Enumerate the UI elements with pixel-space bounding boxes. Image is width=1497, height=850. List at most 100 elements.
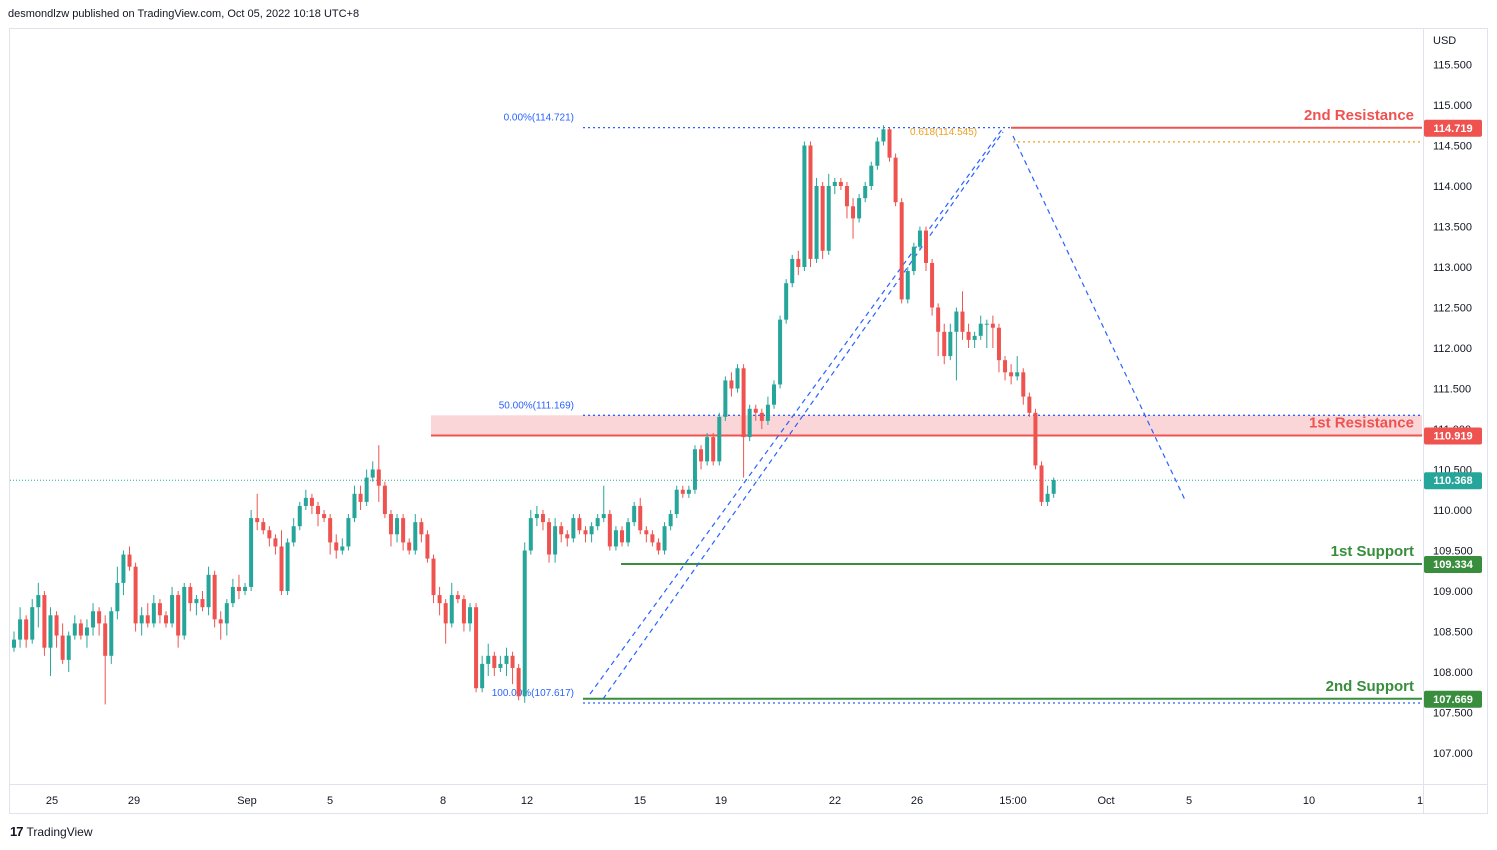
x-tick-label: 10 bbox=[1303, 795, 1315, 807]
candle-body bbox=[674, 489, 679, 515]
candle-body bbox=[832, 181, 837, 186]
candle-body bbox=[662, 526, 667, 551]
candle-body bbox=[905, 271, 910, 300]
candle-body bbox=[212, 574, 217, 620]
candle-body bbox=[182, 586, 187, 636]
candle-body bbox=[66, 635, 71, 660]
candle-body bbox=[565, 534, 570, 539]
candle-body bbox=[1033, 412, 1038, 466]
y-tick-label: 111.500 bbox=[1433, 384, 1471, 396]
candle-body bbox=[686, 489, 691, 494]
candle-body bbox=[498, 663, 503, 668]
candle-body bbox=[790, 258, 795, 284]
candle-body bbox=[42, 595, 47, 648]
candle-body bbox=[334, 542, 339, 551]
price-tag bbox=[1424, 427, 1482, 445]
candle-body bbox=[802, 145, 807, 267]
price-tag bbox=[1424, 555, 1482, 573]
candle-body bbox=[291, 526, 296, 543]
price-tag bbox=[1424, 472, 1482, 490]
candle-body bbox=[322, 514, 327, 519]
candle-body bbox=[273, 538, 278, 547]
candle-body bbox=[699, 449, 704, 462]
x-tick-label: 29 bbox=[128, 795, 140, 807]
trend-line bbox=[1012, 135, 1186, 501]
candle-body bbox=[595, 518, 600, 527]
candle-body bbox=[1021, 372, 1026, 397]
candle-body bbox=[553, 526, 558, 555]
candle-body bbox=[407, 542, 412, 551]
y-tick-label: 108.000 bbox=[1433, 667, 1473, 679]
candle-body bbox=[188, 586, 193, 604]
candle-body bbox=[72, 623, 77, 636]
candle-body bbox=[540, 514, 545, 523]
candle-body bbox=[12, 639, 16, 648]
candle-body bbox=[978, 323, 983, 336]
candle-body bbox=[753, 408, 758, 413]
candle-body bbox=[474, 607, 479, 689]
candle-body bbox=[285, 542, 290, 591]
candle-body bbox=[954, 311, 959, 332]
candle-body bbox=[875, 141, 880, 166]
candle-body bbox=[528, 518, 533, 551]
candle-body bbox=[583, 530, 588, 535]
candle-body bbox=[917, 230, 922, 247]
resistance-label: 1st Resistance bbox=[1309, 415, 1414, 432]
candle-body bbox=[589, 526, 594, 535]
candle-body bbox=[388, 514, 393, 535]
candle-body bbox=[194, 599, 199, 604]
candle-body bbox=[1045, 493, 1050, 502]
candle-body bbox=[510, 655, 515, 668]
candle-body bbox=[328, 518, 333, 543]
candle-body bbox=[893, 157, 898, 203]
tradingview-logo-icon: 17 bbox=[10, 824, 24, 839]
candle-body bbox=[741, 368, 746, 438]
candle-body bbox=[346, 518, 351, 547]
candle-body bbox=[48, 615, 53, 648]
candle-body bbox=[419, 522, 424, 535]
candle-body bbox=[267, 530, 272, 539]
candle-body bbox=[924, 230, 928, 263]
tradingview-footer[interactable]: 17 TradingView bbox=[10, 824, 93, 839]
candle-body bbox=[303, 497, 308, 506]
candle-body bbox=[705, 437, 710, 462]
candle-body bbox=[316, 505, 320, 515]
candle-body bbox=[164, 615, 168, 624]
candle-body bbox=[443, 603, 448, 624]
price-tag-label: 110.368 bbox=[1433, 475, 1472, 487]
candle-body bbox=[650, 534, 655, 543]
candle-body bbox=[759, 412, 764, 421]
candle-body bbox=[784, 283, 789, 320]
x-tick-label: 15 bbox=[634, 795, 646, 807]
y-tick-label: 107.000 bbox=[1433, 748, 1473, 760]
candle-body bbox=[887, 129, 892, 158]
price-tag-label: 107.669 bbox=[1433, 694, 1473, 706]
resistance-zone bbox=[431, 415, 1422, 436]
candle-body bbox=[364, 477, 369, 502]
x-tick-label: Oct bbox=[1097, 795, 1114, 807]
candle-body bbox=[121, 554, 126, 583]
candle-body bbox=[151, 603, 156, 624]
candle-body bbox=[869, 165, 874, 186]
y-tick-label: 107.500 bbox=[1433, 708, 1473, 720]
y-tick-label: 114.000 bbox=[1433, 181, 1472, 193]
candle-body bbox=[735, 368, 740, 389]
candle-body bbox=[881, 129, 886, 142]
candle-body bbox=[468, 607, 472, 624]
candle-body bbox=[826, 186, 831, 251]
candle-body bbox=[97, 611, 102, 624]
candle-body bbox=[680, 489, 685, 494]
price-scale-divider bbox=[1423, 28, 1424, 814]
candle-body bbox=[1015, 372, 1020, 377]
candle-body bbox=[395, 518, 400, 535]
candle-body bbox=[236, 586, 241, 591]
price-tag bbox=[1424, 690, 1482, 708]
candle-body bbox=[960, 311, 965, 332]
candle-body bbox=[36, 595, 41, 608]
candle-body bbox=[796, 258, 801, 267]
candle-body bbox=[1009, 372, 1014, 377]
candle-body bbox=[626, 522, 631, 543]
candle-body bbox=[127, 554, 132, 567]
candle-body bbox=[717, 416, 722, 462]
